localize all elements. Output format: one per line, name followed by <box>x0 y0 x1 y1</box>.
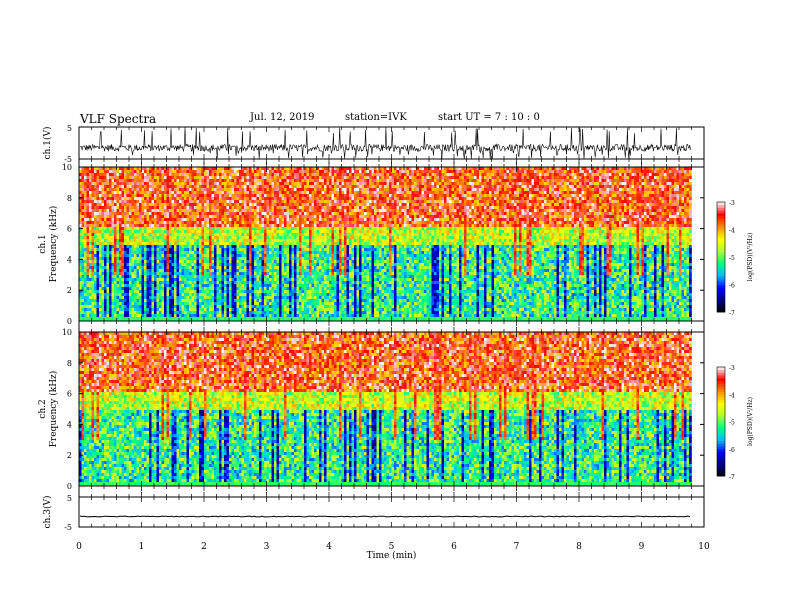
ch1-colorbar-tick-label: -4 <box>729 228 735 235</box>
ch2-colorbar-tick-label: -6 <box>729 447 735 454</box>
time-axis-label: Time (min) <box>367 550 417 561</box>
time-tick-label: 4 <box>326 542 332 552</box>
ch2-spectrogram-ytick-label: 0 <box>67 482 72 491</box>
start-ut-label: start UT = 7 : 10 : 0 <box>438 112 540 123</box>
ch1-spectrogram-ylabel-channel: ch.1 <box>38 234 48 253</box>
ch1-spectrogram-ytick-label: 4 <box>67 255 72 264</box>
ch2-spectrogram-ylabel: Frequency (kHz) <box>48 371 59 448</box>
ch2-colorbar-frame <box>716 366 726 477</box>
ch2-colorbar-tick-label: -4 <box>729 392 735 399</box>
ch3-trace <box>79 515 691 518</box>
ch2-spectrogram-ytick-label: 6 <box>67 390 72 399</box>
ch1-ylabel: ch.1(V) <box>42 127 53 160</box>
station-label: station=IVK <box>345 112 407 123</box>
ch1-spectrogram-ytick-label: 8 <box>67 194 72 203</box>
ch1-spectrogram-ytick-label: 2 <box>67 286 72 295</box>
ch1-colorbar-tick-label: -7 <box>729 310 735 317</box>
ch2-spectrogram-ytick-label: 2 <box>67 451 72 460</box>
ch1-colorbar-tick-label: -6 <box>729 283 735 290</box>
ch3-ytick-label: 5 <box>67 494 72 503</box>
ch2-spectrogram-ylabel-channel: ch.2 <box>38 399 48 418</box>
ch2-spectrogram-ytick-label: 4 <box>67 420 72 429</box>
time-tick-label: 3 <box>264 542 270 552</box>
ch2-colorbar-label: log(PSD)(V²/Hz) <box>747 397 754 446</box>
ch1-spectrogram-ylabel: Frequency (kHz) <box>48 206 59 283</box>
ch1-spectrogram-panel: 0 2 4 6 8 10 ch.1 Frequency (kHz) <box>38 163 705 326</box>
ch2-spectrogram-cells <box>79 332 692 486</box>
ch2-spectrogram-ytick-label: 8 <box>67 359 72 368</box>
time-tick-label: 0 <box>76 542 82 552</box>
ch2-colorbar-tick-label: -3 <box>729 365 735 372</box>
time-axis: 0 1 2 3 4 5 6 7 8 9 10 Time (min) <box>76 127 710 561</box>
time-tick-label: 9 <box>639 542 645 552</box>
ch1-spectrogram-ytick-label: 10 <box>62 163 72 172</box>
ch2-colorbar: -3 -4 -5 -6 -7 log(PSD)(V²/Hz) <box>716 365 754 481</box>
chart-title: VLF Spectra <box>80 112 156 126</box>
ch1-colorbar-tick-label: -3 <box>729 200 735 207</box>
ch2-colorbar-tick-label: -7 <box>729 474 735 481</box>
ch1-ytick-label: -5 <box>64 155 72 164</box>
ch3-ytick-label: -5 <box>64 523 72 532</box>
ch1-spectrogram-ytick-label: 0 <box>67 317 72 326</box>
ch1-colorbar-frame <box>716 201 726 313</box>
ch1-ytick-label: 5 <box>67 124 72 133</box>
time-tick-label: 6 <box>451 542 457 552</box>
date-label: Jul. 12, 2019 <box>250 112 315 123</box>
ch2-spectrogram-panel: 0 2 4 6 8 10 ch.2 Frequency (kHz) <box>38 328 705 491</box>
ch1-spectrogram-cells <box>79 167 692 321</box>
time-tick-label: 1 <box>139 542 145 552</box>
time-tick-label: 5 <box>389 542 395 552</box>
ch2-colorbar-tick-label: -5 <box>729 420 735 427</box>
ch1-trace <box>79 127 692 159</box>
time-tick-label: 10 <box>698 542 710 552</box>
time-tick-label: 2 <box>201 542 207 552</box>
ch1-spectrogram-ytick-label: 6 <box>67 225 72 234</box>
ch3-ylabel: ch.3(V) <box>42 496 53 529</box>
time-tick-label: 7 <box>514 542 520 552</box>
ch1-colorbar: -3 -4 -5 -6 -7 log(PSD)(V²/Hz) <box>716 200 754 317</box>
ch2-spectrogram-ytick-label: 10 <box>62 328 72 337</box>
time-tick-label: 8 <box>576 542 582 552</box>
ch1-colorbar-label: log(PSD)(V²/Hz) <box>747 233 754 282</box>
ch1-colorbar-tick-label: -5 <box>729 255 735 262</box>
